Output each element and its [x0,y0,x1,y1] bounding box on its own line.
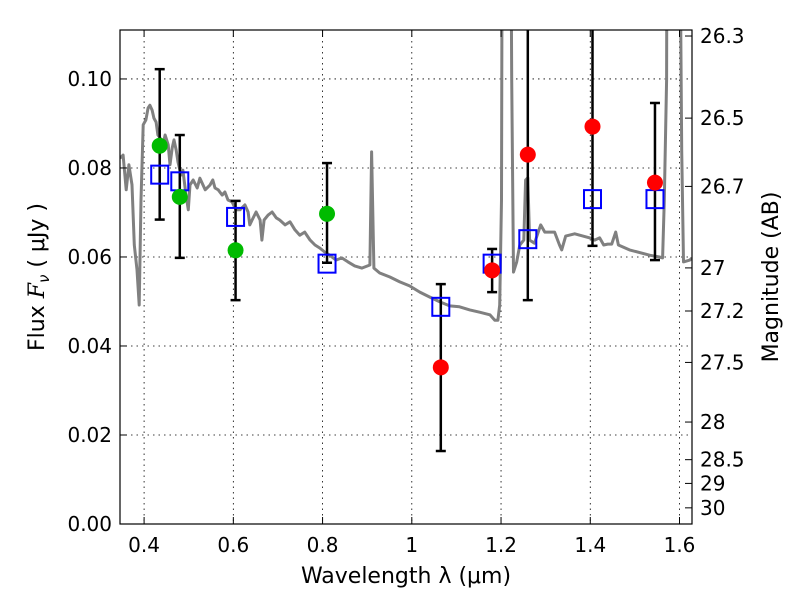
observed-nir-point [484,262,501,279]
model-square-point [583,189,603,210]
y2-tick-label: 26.7 [700,174,745,198]
model-square-point [518,229,538,250]
model-square-point [226,206,246,227]
x-axis-label: Wavelength λ (μm) [301,564,511,589]
observed-nir-point [646,174,663,191]
y-tick-label: 0.06 [67,245,112,269]
observed-nir-point [432,359,449,376]
y2-tick-label: 26.3 [700,24,745,48]
model-square-point [431,296,451,317]
x-tick-label: 1.6 [664,533,696,557]
y-tick-label: 0.10 [67,67,112,91]
ticks: 0.4 0.6 0.8 1 1.2 1.4 1.6 0.00 0.02 0.04 0.06 0.08 0… [67,24,744,557]
observed-optical-point [319,205,336,222]
y2-axis-label: Magnitude (AB) [759,192,784,363]
y-tick-label: 0.02 [67,423,112,447]
y2-tick-label: 30 [700,496,725,520]
axes-frame [119,29,693,525]
observed-optical-point [151,137,168,154]
y2-tick-label: 27 [700,256,725,280]
y-tick-label: 0.00 [67,512,112,536]
y2-tick-label: 28.5 [700,448,745,472]
x-tick-label: 1 [405,533,418,557]
model-square-point [317,253,337,274]
y-tick-label: 0.04 [67,334,112,358]
y2-tick-label: 29 [700,471,725,495]
spectrum-line [120,30,692,322]
model-square-point [150,164,170,185]
y2-tick-label: 27.2 [700,299,745,323]
y-tick-label: 0.08 [67,156,112,180]
grid [120,30,692,525]
y-axis-label: Flux Fν ( μJy ) [25,203,53,351]
x-tick-label: 1.4 [574,533,606,557]
observed-optical-point [171,188,188,205]
x-tick-label: 0.8 [307,533,339,557]
observed-optical-point [227,242,244,259]
observed-nir-point [584,118,601,135]
y2-tick-label: 28 [700,410,725,434]
plot-area [120,30,692,453]
x-tick-label: 0.4 [128,533,160,557]
x-tick-label: 1.2 [485,533,517,557]
x-tick-label: 0.6 [217,533,249,557]
y2-tick-label: 26.5 [700,106,745,130]
y2-tick-label: 27.5 [700,350,745,374]
observed-nir-point [519,146,536,163]
